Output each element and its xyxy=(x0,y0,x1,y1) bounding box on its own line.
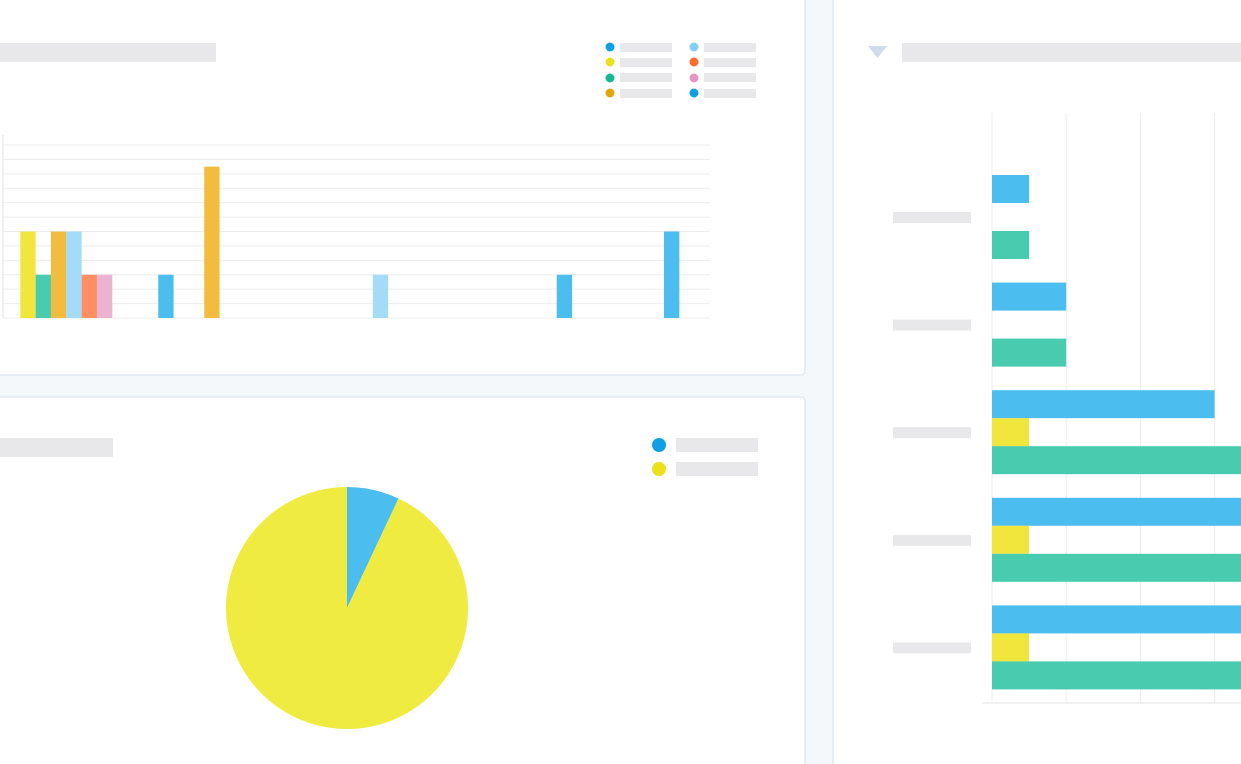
title-placeholder xyxy=(0,43,216,62)
legend-placeholder xyxy=(676,438,758,452)
bar xyxy=(204,166,220,318)
legend-placeholder xyxy=(704,73,756,82)
pie-slice xyxy=(225,486,468,729)
bar xyxy=(992,282,1067,311)
bar xyxy=(66,231,82,318)
bar xyxy=(992,418,1030,447)
bar xyxy=(992,231,1030,259)
legend-dot xyxy=(689,42,699,52)
bar xyxy=(664,231,680,318)
bar xyxy=(556,274,573,318)
legend-placeholder xyxy=(704,89,756,98)
bar xyxy=(992,633,1030,662)
category-placeholder xyxy=(893,534,971,546)
legend-placeholder xyxy=(620,73,672,82)
bar xyxy=(992,525,1030,554)
title-placeholder xyxy=(0,438,113,457)
bar xyxy=(992,338,1067,367)
category-placeholder xyxy=(893,427,971,439)
bar xyxy=(50,231,67,318)
bar xyxy=(81,274,97,318)
bar xyxy=(35,274,51,318)
legend-dot xyxy=(652,438,666,452)
legend-placeholder xyxy=(620,43,672,52)
hbar-panel xyxy=(832,0,1241,764)
legend-dot xyxy=(605,42,615,52)
legend-placeholder xyxy=(620,89,672,98)
bar xyxy=(992,497,1241,526)
legend-dot xyxy=(605,73,615,83)
bar xyxy=(992,175,1030,203)
legend-dot xyxy=(605,57,615,67)
title-placeholder xyxy=(902,43,1241,62)
legend-dot xyxy=(689,88,699,98)
legend-dot xyxy=(652,462,666,476)
bar xyxy=(992,661,1241,690)
bar xyxy=(992,605,1241,634)
bar xyxy=(20,231,36,318)
legend-dot xyxy=(689,73,699,83)
legend-dots xyxy=(605,42,699,476)
bar xyxy=(992,446,1241,475)
legend-placeholder xyxy=(704,58,756,67)
legend-placeholder xyxy=(676,462,758,476)
collapse-icon[interactable] xyxy=(868,46,887,58)
bar xyxy=(992,553,1241,582)
category-placeholder xyxy=(893,212,971,223)
legend-dot xyxy=(605,88,615,98)
category-placeholder xyxy=(893,642,971,654)
bar xyxy=(372,274,389,318)
placeholders xyxy=(0,43,1241,476)
bar xyxy=(158,274,174,318)
bar-panel xyxy=(0,0,806,376)
legend-placeholder xyxy=(704,43,756,52)
category-placeholder xyxy=(893,319,971,331)
legend-dot xyxy=(689,57,699,67)
bar xyxy=(992,390,1215,419)
pie-slice xyxy=(347,487,399,608)
legend-placeholder xyxy=(620,58,672,67)
bar xyxy=(96,274,113,318)
